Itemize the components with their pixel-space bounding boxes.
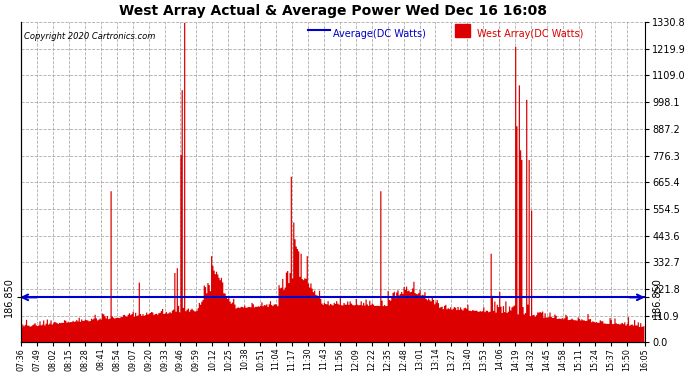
Text: Average(DC Watts): Average(DC Watts) — [333, 28, 426, 39]
Text: West Array(DC Watts): West Array(DC Watts) — [477, 28, 583, 39]
Title: West Array Actual & Average Power Wed Dec 16 16:08: West Array Actual & Average Power Wed De… — [119, 4, 547, 18]
FancyBboxPatch shape — [455, 24, 471, 36]
Text: Copyright 2020 Cartronics.com: Copyright 2020 Cartronics.com — [24, 32, 156, 41]
